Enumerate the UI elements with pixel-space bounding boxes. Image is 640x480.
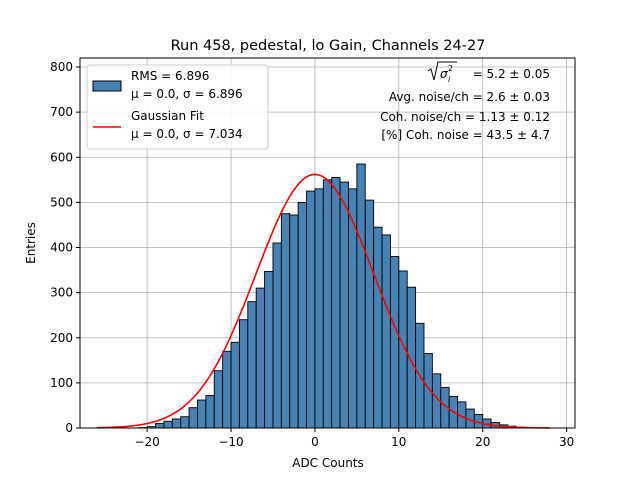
gaussian-fit-curve — [96, 173, 550, 429]
annotation-avg-noise: Avg. noise/ch = 2.6 ± 0.03 — [389, 90, 550, 104]
histogram-bar — [264, 270, 274, 429]
x-tick-label: 10 — [391, 435, 406, 449]
annotation-coh-noise: Coh. noise/ch = 1.13 ± 0.12 — [380, 110, 550, 124]
x-tick-label: 0 — [311, 435, 319, 449]
y-tick-label: 500 — [50, 195, 73, 209]
histogram-bar — [389, 256, 400, 429]
histogram-bar — [373, 226, 383, 429]
x-axis-label: ADC Counts — [292, 456, 364, 470]
histogram-bar — [213, 370, 224, 429]
histogram-bar — [247, 301, 257, 429]
noise-annotations: σ 2 i = 5.2 ± 0.05 Avg. noise/ch = 2.6 ±… — [380, 61, 550, 142]
histogram-bar — [238, 319, 249, 429]
histogram-bar — [255, 287, 266, 429]
sqrt-symbol — [427, 61, 457, 81]
histogram-bar — [339, 181, 349, 429]
histogram-bar — [306, 190, 316, 429]
histogram-bar — [272, 242, 282, 429]
legend-patch-histogram — [92, 80, 122, 92]
histogram-bar — [331, 177, 341, 429]
x-axis-ticks: −20 −10 0 10 20 30 — [134, 428, 574, 449]
histogram-bar — [297, 201, 307, 429]
y-tick-label: 200 — [50, 331, 73, 345]
y-tick-label: 400 — [50, 241, 73, 255]
legend: RMS = 6.896 μ = 0.0, σ = 6.896 Gaussian … — [86, 64, 269, 150]
y-tick-label: 600 — [50, 150, 73, 164]
histogram-bar — [289, 214, 299, 429]
y-tick-label: 700 — [50, 105, 73, 119]
x-tick-label: 30 — [559, 435, 574, 449]
histogram-bar — [230, 341, 240, 429]
histogram-bar — [180, 416, 190, 429]
histogram-bar — [171, 418, 182, 429]
legend-entry-histogram-params: μ = 0.0, σ = 6.896 — [131, 87, 243, 101]
legend-box — [86, 64, 269, 150]
y-tick-label: 0 — [65, 421, 73, 435]
histogram-bar — [314, 188, 324, 429]
histogram-bar — [348, 188, 358, 429]
legend-entry-histogram-rms: RMS = 6.896 — [131, 69, 209, 83]
x-tick-label: −20 — [134, 435, 159, 449]
histogram-bar — [205, 395, 215, 429]
annotation-coh-percent: [%] Coh. noise = 43.5 ± 4.7 — [381, 128, 550, 142]
sigma-symbol: σ — [440, 67, 448, 81]
plot-frame — [79, 57, 576, 429]
legend-entry-fit-title: Gaussian Fit — [131, 109, 204, 123]
sigma-subscript: i — [448, 75, 451, 84]
histogram-bar — [188, 407, 198, 429]
histogram-bar — [197, 399, 207, 429]
histogram-bar — [381, 234, 391, 429]
histogram-bar — [356, 163, 366, 429]
x-tick-label: 20 — [475, 435, 490, 449]
y-tick-label: 800 — [50, 60, 73, 74]
sigma-superscript: 2 — [448, 64, 453, 73]
histogram-bar — [163, 420, 173, 429]
annotation-sigma-sum: = 5.2 ± 0.05 — [473, 67, 550, 81]
histogram-bar — [322, 179, 333, 429]
histogram-bar — [222, 350, 232, 429]
histogram-bar — [364, 199, 375, 429]
histogram-bar — [280, 213, 291, 429]
legend-entry-fit-params: μ = 0.0, σ = 7.034 — [131, 127, 243, 141]
histogram-bar — [406, 286, 417, 429]
y-tick-label: 300 — [50, 286, 73, 300]
x-tick-label: −10 — [218, 435, 243, 449]
histogram-bar — [155, 423, 165, 429]
histogram-bars — [138, 163, 542, 429]
y-tick-label: 100 — [50, 376, 73, 390]
y-axis-label: Entries — [24, 222, 38, 264]
y-axis-ticks: 0 100 200 300 400 500 600 700 800 — [50, 60, 80, 435]
chart-title: Run 458, pedestal, lo Gain, Channels 24-… — [171, 38, 486, 54]
